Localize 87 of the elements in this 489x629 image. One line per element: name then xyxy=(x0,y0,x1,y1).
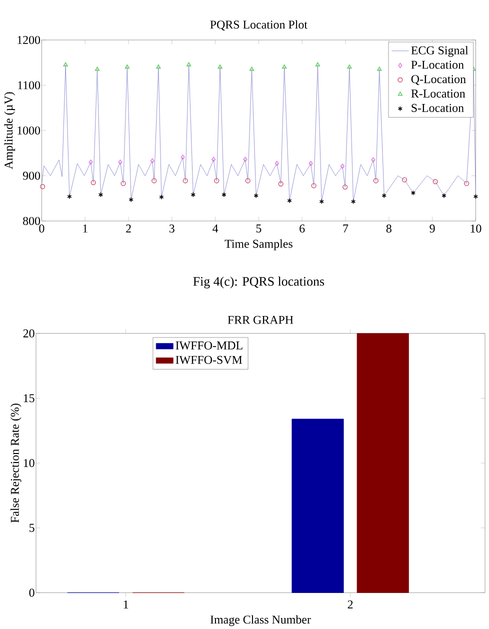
point xyxy=(152,178,157,184)
point xyxy=(278,181,284,186)
point xyxy=(442,193,446,198)
point xyxy=(287,198,292,204)
y-tick-label: 10 xyxy=(24,459,34,468)
point xyxy=(410,190,416,196)
point xyxy=(308,160,313,166)
point xyxy=(120,180,126,186)
point xyxy=(212,156,216,162)
point xyxy=(218,64,222,69)
chart-title: FRR GRAPH xyxy=(228,316,294,324)
y-tick-label: 800 xyxy=(23,216,40,226)
point xyxy=(98,192,104,198)
point xyxy=(382,193,386,198)
point xyxy=(347,64,352,69)
y-tick-label: 1100 xyxy=(18,81,40,90)
point xyxy=(88,160,93,165)
point xyxy=(274,160,279,166)
legend-label: IWFFO-SVM xyxy=(176,356,242,364)
point xyxy=(315,62,320,66)
legend-label: P-Location xyxy=(411,60,464,69)
x-tick-label: 3 xyxy=(169,224,174,233)
x-axis-title: Time Samples xyxy=(224,239,292,250)
point xyxy=(180,154,185,160)
legend-label: IWFFO-MDL xyxy=(176,341,242,350)
x-tick-label: 5 xyxy=(256,224,262,232)
point xyxy=(214,178,220,184)
y-tick-label: 15 xyxy=(24,394,34,402)
y-tick-label: 900 xyxy=(22,172,40,180)
legend-label: ECG Signal xyxy=(411,46,468,57)
x-tick-label: 2 xyxy=(126,224,131,232)
x-tick-label: 6 xyxy=(300,224,305,233)
point xyxy=(371,157,376,162)
point xyxy=(128,197,134,202)
point xyxy=(282,64,287,69)
y-tick-label: 5 xyxy=(30,524,34,532)
point xyxy=(190,192,196,198)
point xyxy=(222,192,226,198)
legend-label: R-Location xyxy=(411,90,466,98)
point xyxy=(63,62,68,66)
point xyxy=(402,177,408,182)
point xyxy=(156,64,161,69)
chart-title: PQRS Location Plot xyxy=(210,20,308,30)
point xyxy=(186,62,192,66)
bar xyxy=(356,333,409,593)
point xyxy=(245,178,250,184)
point xyxy=(473,194,478,200)
point xyxy=(40,184,46,190)
point xyxy=(182,178,188,184)
point xyxy=(159,194,164,200)
point xyxy=(249,66,254,71)
x-tick-label: 10 xyxy=(470,224,482,233)
point xyxy=(351,198,356,204)
x-tick-label: 7 xyxy=(343,224,348,232)
point xyxy=(319,198,324,204)
point xyxy=(373,178,378,184)
legend-label: Q-Location xyxy=(411,75,466,86)
point xyxy=(342,184,348,190)
x-tick-label: 8 xyxy=(386,224,392,233)
x-axis-title: Image Class Number xyxy=(210,615,311,626)
y-tick-label: 1200 xyxy=(18,36,40,44)
point xyxy=(67,194,72,200)
legend-label: S-Location xyxy=(412,104,464,112)
y-tick-label: 1000 xyxy=(18,126,40,135)
point xyxy=(340,164,345,169)
point xyxy=(90,180,96,186)
y-tick-label: 20 xyxy=(23,329,34,338)
point xyxy=(464,180,470,186)
x-tick-label: 1 xyxy=(83,224,88,232)
x-tick-label: 9 xyxy=(430,224,435,233)
y-axis-title: Amplitude (µV) xyxy=(4,92,16,170)
point xyxy=(432,179,438,184)
x-tick-label: 4 xyxy=(212,224,218,232)
point xyxy=(118,160,122,165)
x-tick-label: 2 xyxy=(348,600,353,608)
point xyxy=(254,193,258,198)
y-axis-title: False Rejection Rate (%) xyxy=(10,404,22,523)
x-tick-label: 1 xyxy=(124,600,128,608)
caption: Fig 4(c): PQRS locations xyxy=(193,276,324,288)
point xyxy=(94,66,100,71)
point xyxy=(124,64,130,69)
point xyxy=(377,66,382,71)
point xyxy=(311,183,316,188)
point xyxy=(150,158,154,164)
bar xyxy=(292,418,344,593)
y-tick-label: 0 xyxy=(29,588,34,597)
point xyxy=(243,156,248,162)
